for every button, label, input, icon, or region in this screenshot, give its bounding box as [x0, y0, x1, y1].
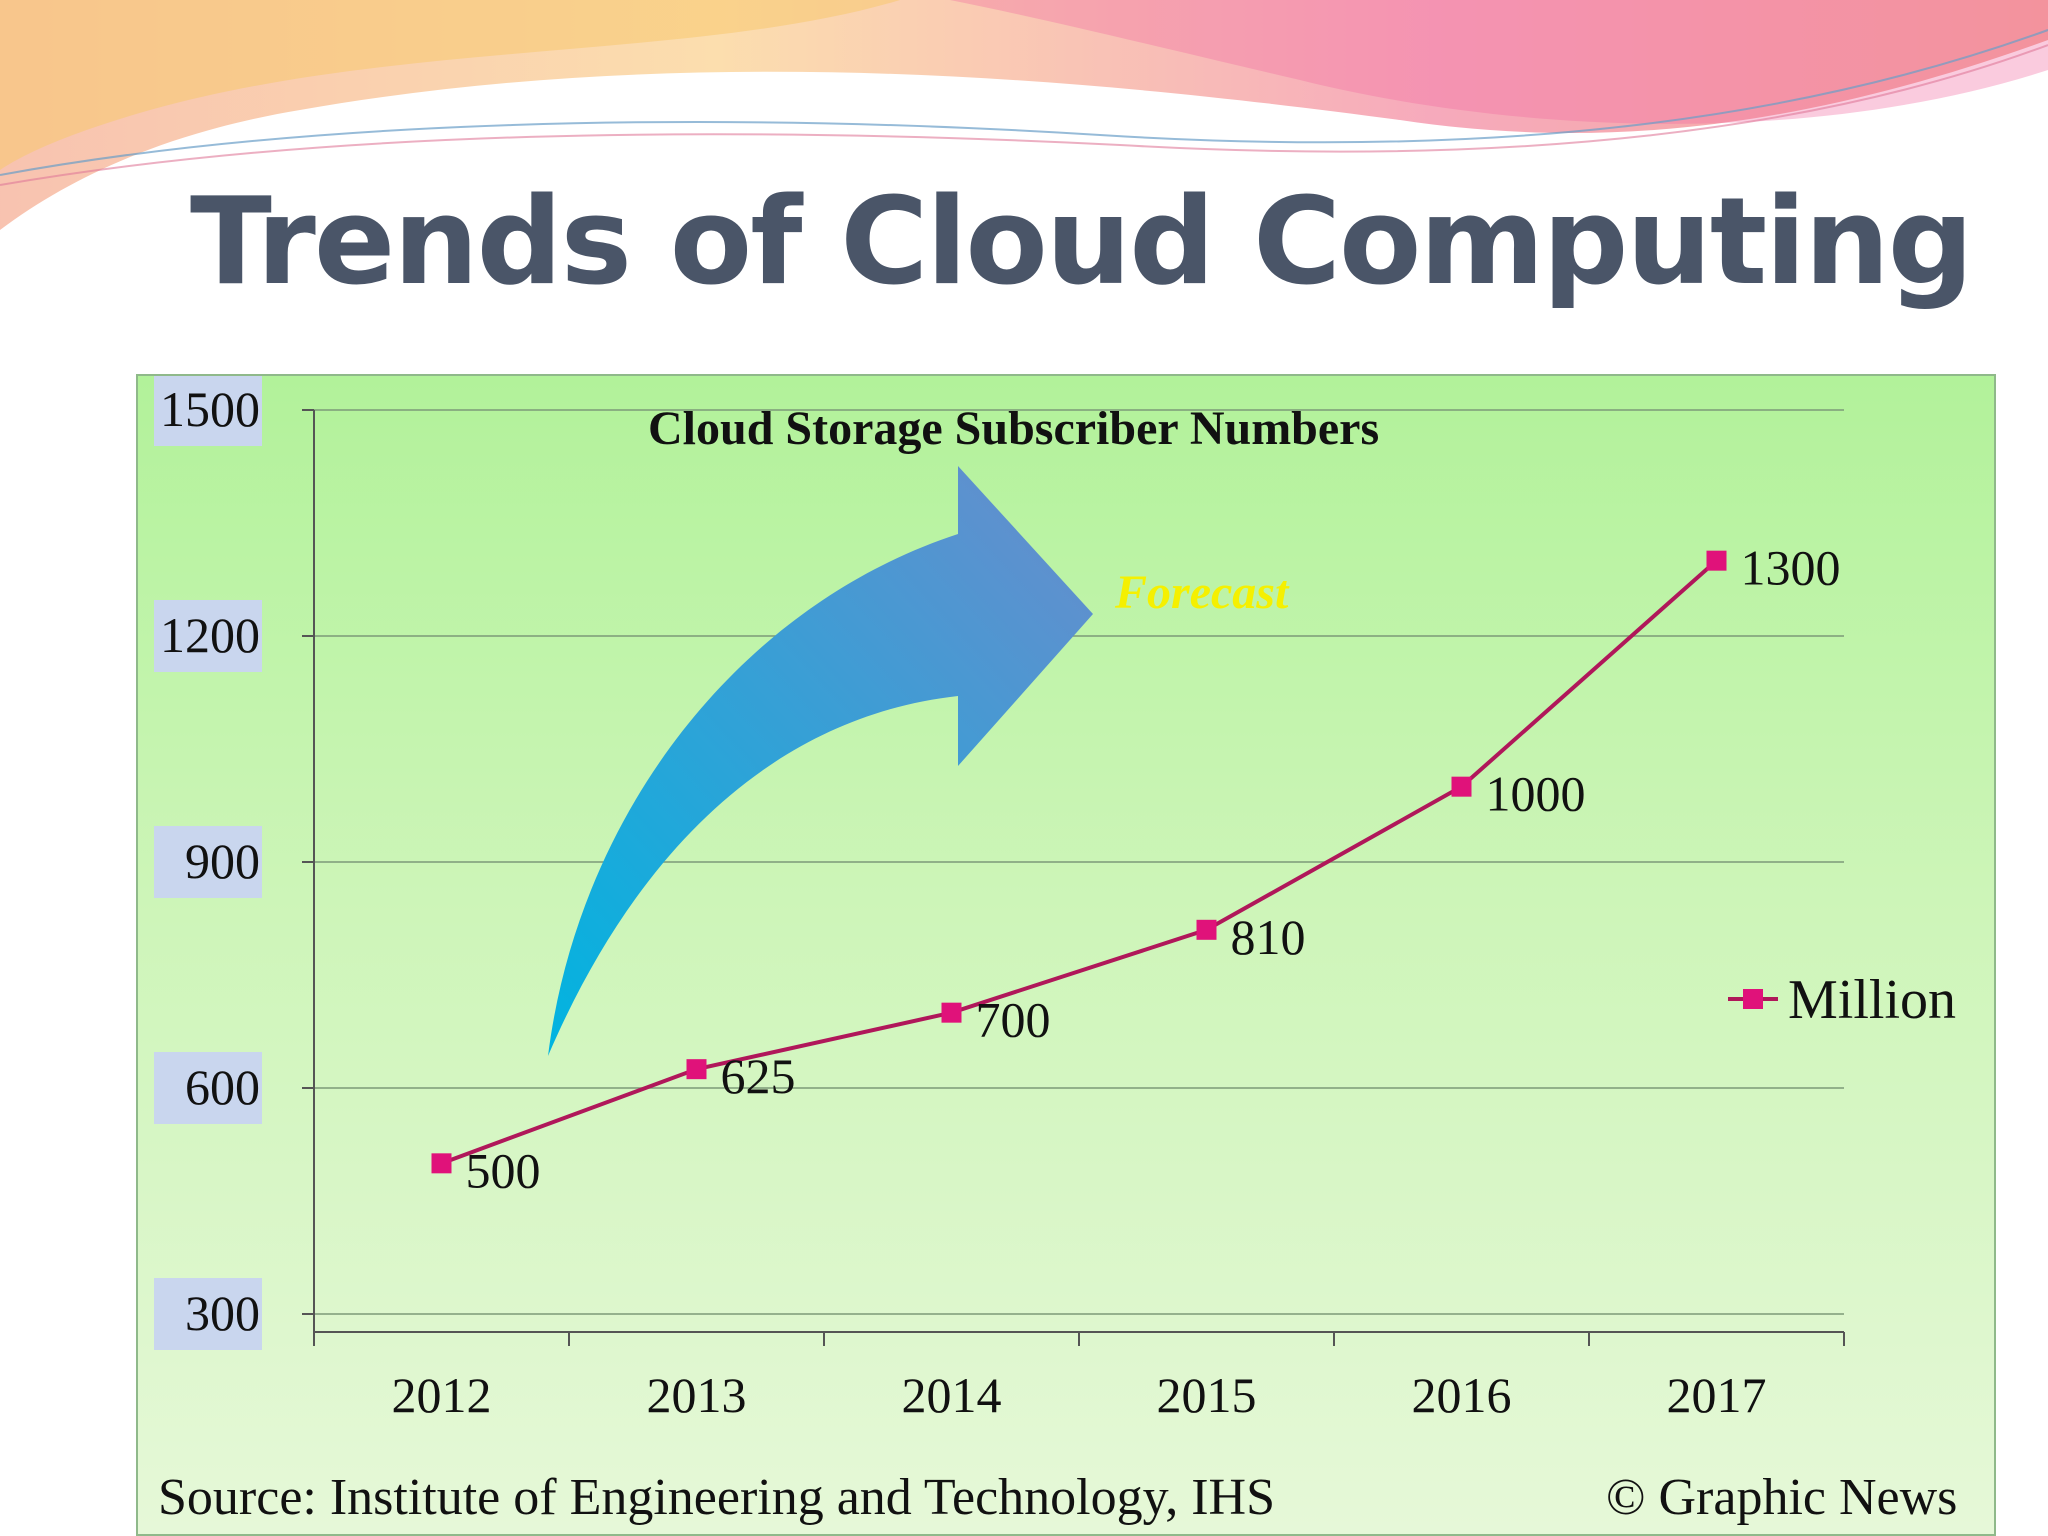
x-tick-label: 2017: [1667, 1367, 1767, 1423]
data-label: 625: [721, 1048, 796, 1104]
data-label: 810: [1231, 909, 1306, 965]
data-point: [1196, 919, 1217, 940]
data-label: 700: [976, 992, 1051, 1048]
y-tick-label-bg: [154, 1052, 262, 1124]
forecast-label: Forecast: [1114, 566, 1290, 619]
data-point: [686, 1059, 707, 1080]
y-tick-label: 1200: [160, 607, 260, 663]
data-point: [1451, 776, 1472, 797]
legend: Million: [1728, 969, 1956, 1031]
x-tick-label: 2014: [902, 1367, 1002, 1423]
y-tick-label: 900: [185, 833, 260, 889]
y-tick-label: 300: [185, 1285, 260, 1341]
source-note: Source: Institute of Engineering and Tec…: [158, 1469, 1275, 1526]
y-tick-label-bg: [154, 376, 262, 446]
x-tick-label: 2015: [1157, 1367, 1257, 1423]
chart-panel: 300 600 900 1200 1500 2012 2013 2014 2015 2016 20…: [136, 374, 1996, 1536]
y-axis-ticks: 300 600 900 1200 1500: [154, 376, 262, 1350]
legend-label: Million: [1788, 969, 1956, 1031]
y-tick-label: 600: [185, 1059, 260, 1115]
forecast-arrow-icon: [548, 466, 1093, 1056]
x-tick-label: 2016: [1412, 1367, 1512, 1423]
gridlines: [314, 409, 1844, 1315]
y-tick-label-bg: [154, 826, 262, 898]
data-label: 1300: [1741, 540, 1841, 596]
chart-title: Cloud Storage Subscriber Numbers: [648, 402, 1379, 455]
credit-note: © Graphic News: [1606, 1469, 1957, 1526]
axes: [302, 409, 1845, 1346]
data-label: 1000: [1486, 766, 1586, 822]
decorative-banner: [0, 0, 2048, 230]
series-million: 500 625 700 810 1000 1300: [431, 540, 1841, 1198]
data-point: [941, 1002, 962, 1023]
y-tick-label-bg: [154, 600, 262, 672]
y-tick-label-bg: [154, 1278, 262, 1350]
x-axis-ticks: 2012 2013 2014 2015 2016 2017: [392, 1367, 1767, 1423]
slide-title: Trends of Cloud Computing: [190, 173, 1974, 312]
x-tick-label: 2013: [647, 1367, 747, 1423]
data-label: 500: [466, 1142, 541, 1198]
y-tick-label: 1500: [160, 381, 260, 437]
series-line: [440, 559, 1718, 1166]
data-point: [1706, 550, 1727, 571]
data-point: [431, 1153, 452, 1174]
x-tick-label: 2012: [392, 1367, 492, 1423]
legend-marker: [1743, 989, 1763, 1009]
